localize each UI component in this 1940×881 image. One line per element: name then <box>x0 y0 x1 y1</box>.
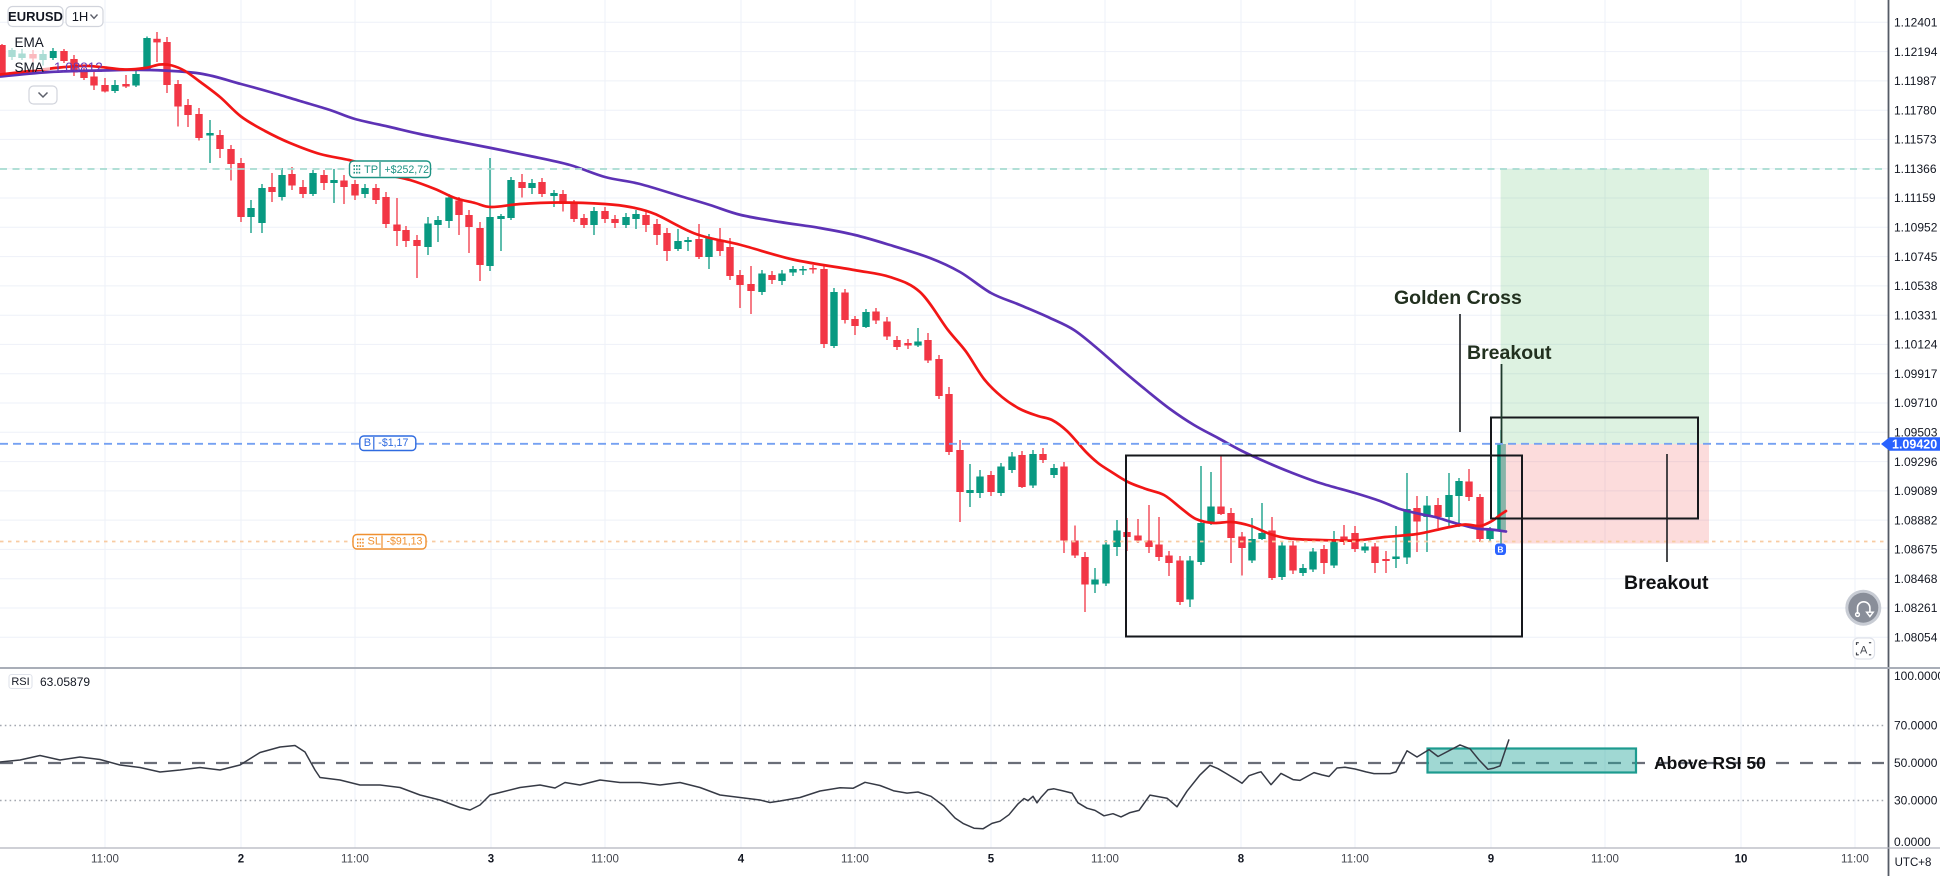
svg-text:1.10745: 1.10745 <box>1894 250 1938 264</box>
svg-text:1H: 1H <box>72 9 89 24</box>
svg-text:-$1,17: -$1,17 <box>378 437 408 449</box>
svg-text:1.09917: 1.09917 <box>1894 367 1938 381</box>
svg-text:11:00: 11:00 <box>91 854 119 866</box>
svg-text:70.0000: 70.0000 <box>1894 719 1938 733</box>
svg-text:1.10331: 1.10331 <box>1894 308 1938 322</box>
svg-text:1.09089: 1.09089 <box>1894 484 1938 498</box>
svg-text:11:00: 11:00 <box>841 854 869 866</box>
svg-text:1.12401: 1.12401 <box>1894 16 1938 30</box>
svg-text:9: 9 <box>1488 854 1494 866</box>
svg-text:1.09710: 1.09710 <box>1894 396 1938 410</box>
svg-text:+$252,72: +$252,72 <box>385 164 430 176</box>
svg-text:2: 2 <box>238 854 244 866</box>
svg-text:1.10538: 1.10538 <box>1894 279 1938 293</box>
svg-text:1.10124: 1.10124 <box>1894 338 1938 352</box>
svg-text:1.08054: 1.08054 <box>1894 631 1938 645</box>
svg-text:100.0000: 100.0000 <box>1894 669 1940 683</box>
svg-text:11:00: 11:00 <box>1341 854 1369 866</box>
svg-text:11:00: 11:00 <box>1091 854 1119 866</box>
svg-text:Golden Cross: Golden Cross <box>1394 287 1522 309</box>
svg-text:A: A <box>1860 645 1868 657</box>
svg-text:Breakout: Breakout <box>1624 572 1709 594</box>
svg-text:B: B <box>1497 545 1503 555</box>
svg-text:1.11987: 1.11987 <box>1894 74 1937 88</box>
svg-text:1.11573: 1.11573 <box>1894 133 1937 147</box>
svg-text:63.05879: 63.05879 <box>40 675 90 689</box>
svg-text:1.11780: 1.11780 <box>1894 103 1937 117</box>
svg-text:1.11159: 1.11159 <box>1894 191 1936 205</box>
svg-text:11:00: 11:00 <box>1591 854 1619 866</box>
svg-text:Above RSI 50: Above RSI 50 <box>1654 753 1766 773</box>
svg-text:1.12194: 1.12194 <box>1894 45 1938 59</box>
svg-text:RSI: RSI <box>11 676 29 688</box>
svg-text:1.10952: 1.10952 <box>1894 221 1938 235</box>
svg-text:8: 8 <box>1238 854 1245 866</box>
svg-text:1.08882: 1.08882 <box>1894 513 1938 527</box>
svg-text:TP: TP <box>364 164 378 176</box>
svg-text:1.11366: 1.11366 <box>1894 162 1937 176</box>
svg-text:5: 5 <box>988 854 995 866</box>
svg-text:SL: SL <box>368 536 381 548</box>
svg-text:4: 4 <box>738 854 745 866</box>
svg-text:11:00: 11:00 <box>1841 854 1869 866</box>
svg-text:1.09420: 1.09420 <box>1892 438 1937 452</box>
svg-text:11:00: 11:00 <box>591 854 619 866</box>
svg-text:1.08261: 1.08261 <box>1894 601 1938 615</box>
svg-text:1.09296: 1.09296 <box>1894 455 1938 469</box>
svg-text:1.08812: 1.08812 <box>54 60 103 75</box>
svg-text:Breakout: Breakout <box>1467 342 1552 364</box>
svg-text:EURUSD: EURUSD <box>8 9 63 24</box>
svg-text:UTC+8: UTC+8 <box>1895 857 1932 869</box>
svg-text:-$91,13: -$91,13 <box>387 536 423 548</box>
svg-text:SMA: SMA <box>15 60 44 75</box>
svg-text:0.0000: 0.0000 <box>1894 835 1931 849</box>
svg-text:11:00: 11:00 <box>341 854 369 866</box>
svg-text:50.0000: 50.0000 <box>1894 756 1938 770</box>
svg-text:EMA: EMA <box>15 35 44 50</box>
svg-text:B: B <box>364 437 371 449</box>
svg-text:1.08675: 1.08675 <box>1894 543 1938 557</box>
svg-text:10: 10 <box>1735 854 1748 866</box>
svg-text:3: 3 <box>488 854 494 866</box>
svg-text:30.0000: 30.0000 <box>1894 794 1938 808</box>
svg-text:1.08468: 1.08468 <box>1894 572 1938 586</box>
